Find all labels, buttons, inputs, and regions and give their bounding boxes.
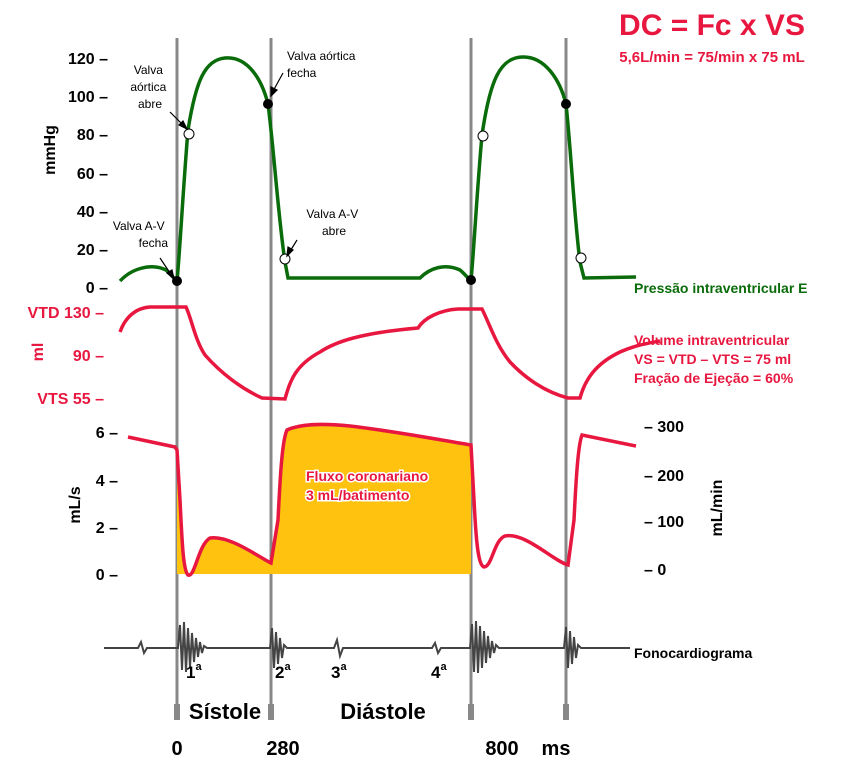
aortic-open-marker — [183, 128, 195, 140]
phono-label: Fonocardiograma — [634, 645, 752, 661]
formula-title: DC = Fc x VS — [619, 9, 805, 42]
flow-tick-100: – 100 — [644, 514, 684, 531]
phase-systole: Sístole — [189, 699, 261, 724]
phase-bar-next — [563, 704, 569, 720]
pressure-tick-40: 40 – — [77, 204, 108, 221]
av-close-marker-2 — [466, 275, 476, 285]
pressure-ylabel: mmHg — [42, 125, 59, 175]
phase-bar-280 — [268, 704, 274, 720]
phase-bar-800 — [468, 704, 474, 720]
aortic-close-marker-2 — [561, 99, 571, 109]
volume-ylabel: ml — [30, 343, 47, 362]
aortic-open-marker-2 — [477, 130, 489, 142]
annotation-aortic-close: Valva aórtica fecha — [287, 49, 359, 80]
flow-tick-6: 6 – — [96, 425, 118, 442]
pressure-tick-60: 60 – — [77, 166, 108, 183]
flow-tick-4: 4 – — [96, 473, 118, 490]
annotation-arrows — [159, 72, 298, 281]
flow-tick-200: – 200 — [644, 468, 684, 485]
event-lines — [175, 38, 568, 720]
volume-tick-vtd: VTD 130 – — [28, 305, 105, 322]
volume-legend: Volume intraventricular VS = VTD – VTS =… — [634, 332, 795, 386]
annotation-aortic-open: Valva aórtica abre — [130, 63, 169, 111]
flow-tick-0: 0 – — [96, 567, 118, 584]
phase-bar-0 — [174, 704, 180, 720]
av-open-marker-2 — [575, 252, 587, 264]
pressure-series-label: Pressão intraventricular E — [634, 280, 808, 296]
pressure-tick-100: 100 – — [68, 89, 108, 106]
annotation-av-close: Valva A-V fecha — [113, 219, 168, 250]
volume-tick-90: 90 – — [73, 348, 104, 365]
volume-panel: VTD 130 – 90 – VTS 55 – ml Volume intrav… — [28, 305, 795, 408]
pressure-tick-80: 80 – — [77, 127, 108, 144]
coronary-flow-area — [177, 424, 471, 576]
phase-diastole: Diástole — [340, 699, 426, 724]
flow-ylabel-right: mL/min — [709, 480, 726, 537]
time-axis: 0 280 800 ms — [171, 738, 570, 760]
flow-tick-2: 2 – — [96, 520, 118, 537]
heart-sound-2: 2a — [275, 661, 291, 682]
annotation-av-open: Valva A-V abre — [306, 207, 361, 238]
phonocardiogram-trace — [104, 620, 630, 674]
av-open-marker — [279, 253, 291, 265]
aortic-close-marker — [263, 99, 273, 109]
coronary-flow-label: Fluxo coronariano 3 mL/batimento — [306, 468, 432, 503]
time-280: 280 — [266, 738, 299, 760]
heart-sound-1: 1a — [186, 661, 202, 682]
volume-tick-vts: VTS 55 – — [37, 391, 104, 408]
volume-curve — [118, 305, 661, 401]
pressure-tick-20: 20 – — [77, 242, 108, 259]
pressure-panel: mmHg 120 – 100 – 80 – 60 – 40 – 20 – 0 –… — [42, 49, 808, 297]
pressure-curve — [118, 55, 637, 284]
flow-panel: 6 – 4 – 2 – 0 – mL/s – 300 – 200 – 100 –… — [67, 419, 726, 584]
heart-sound-4: 4a — [431, 661, 447, 682]
coronary-flow-curve — [127, 422, 637, 577]
time-0: 0 — [171, 738, 182, 760]
phase-section: Sístole Diástole — [174, 699, 569, 724]
pressure-tick-120: 120 – — [68, 51, 108, 68]
phono-panel: Fonocardiograma 1a 2a 3a 4a — [104, 620, 752, 682]
flow-ylabel-left: mL/s — [67, 486, 84, 523]
flow-tick-300: – 300 — [644, 419, 684, 436]
time-800: 800 — [485, 738, 518, 760]
formula-values: 5,6L/min = 75/min x 75 mL — [619, 49, 805, 66]
flow-tick-right-0: – 0 — [644, 562, 666, 579]
time-unit: ms — [542, 738, 571, 760]
pressure-tick-0: 0 – — [86, 280, 108, 297]
heart-sound-3: 3a — [331, 661, 347, 682]
